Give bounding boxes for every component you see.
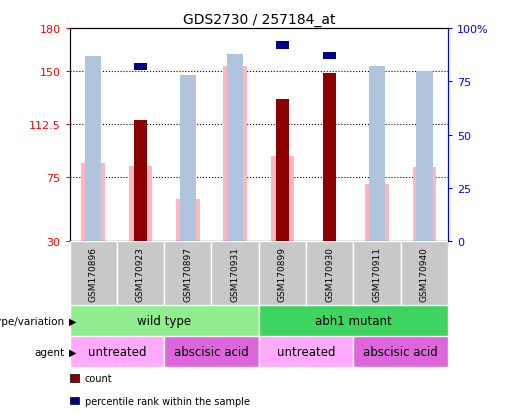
Bar xyxy=(353,337,448,368)
Bar xyxy=(164,242,212,306)
Text: GSM170940: GSM170940 xyxy=(420,246,429,301)
Bar xyxy=(259,337,353,368)
Bar xyxy=(227,55,244,242)
Text: GSM170899: GSM170899 xyxy=(278,246,287,301)
Bar xyxy=(180,76,196,242)
Bar xyxy=(306,242,353,306)
Text: GSM170911: GSM170911 xyxy=(372,246,382,301)
Text: wild type: wild type xyxy=(137,315,191,328)
Bar xyxy=(117,242,164,306)
Bar xyxy=(416,71,433,242)
Bar xyxy=(259,242,306,306)
Text: agent: agent xyxy=(35,347,64,357)
Bar xyxy=(176,199,200,242)
Title: GDS2730 / 257184_at: GDS2730 / 257184_at xyxy=(182,12,335,26)
Bar xyxy=(134,64,147,71)
Bar xyxy=(369,67,385,242)
Bar xyxy=(276,43,289,50)
Bar xyxy=(413,168,436,242)
Bar xyxy=(134,121,147,242)
Bar xyxy=(276,100,289,242)
Text: GSM170896: GSM170896 xyxy=(89,246,98,301)
Text: GSM170923: GSM170923 xyxy=(136,246,145,301)
Bar xyxy=(270,157,294,242)
Text: GSM170897: GSM170897 xyxy=(183,246,192,301)
Text: count: count xyxy=(85,373,113,383)
Bar xyxy=(259,306,448,337)
Bar xyxy=(353,242,401,306)
Text: GSM170931: GSM170931 xyxy=(231,246,239,301)
Bar xyxy=(129,166,152,242)
Text: untreated: untreated xyxy=(277,346,335,358)
Text: GSM170930: GSM170930 xyxy=(325,246,334,301)
Bar xyxy=(85,57,101,242)
Bar xyxy=(365,185,389,242)
Text: abscisic acid: abscisic acid xyxy=(174,346,249,358)
Bar xyxy=(81,164,105,242)
Bar xyxy=(164,337,259,368)
Bar xyxy=(224,67,247,242)
Text: untreated: untreated xyxy=(88,346,146,358)
Text: genotype/variation: genotype/variation xyxy=(0,316,64,326)
Text: ▶: ▶ xyxy=(68,316,76,326)
Text: abh1 mutant: abh1 mutant xyxy=(315,315,392,328)
Text: ▶: ▶ xyxy=(68,347,76,357)
Bar xyxy=(212,242,259,306)
Text: abscisic acid: abscisic acid xyxy=(364,346,438,358)
Bar xyxy=(70,242,117,306)
Bar xyxy=(323,53,336,60)
Bar xyxy=(401,242,448,306)
Bar xyxy=(70,337,164,368)
Text: percentile rank within the sample: percentile rank within the sample xyxy=(85,396,250,406)
Bar xyxy=(323,74,336,242)
Bar xyxy=(70,306,259,337)
